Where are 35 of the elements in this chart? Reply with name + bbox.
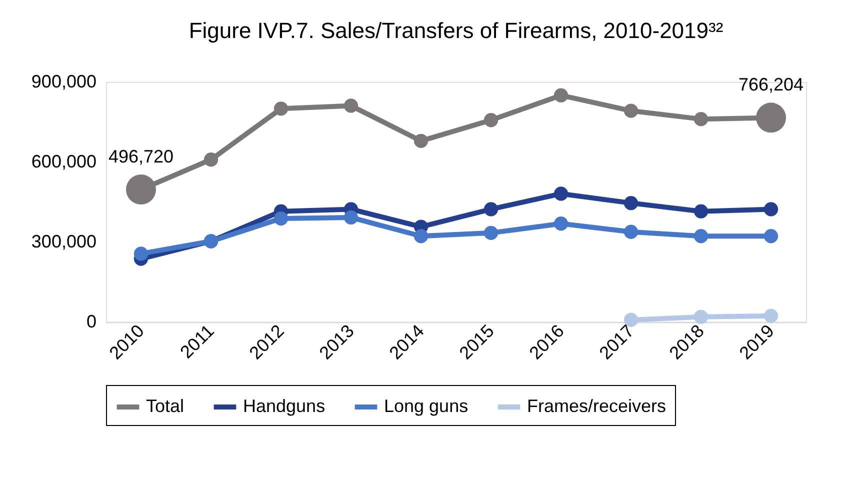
point xyxy=(274,102,288,116)
legend-label: Frames/receivers xyxy=(527,396,666,416)
legend-label: Long guns xyxy=(384,396,468,416)
y-tick-label: 900,000 xyxy=(31,72,96,92)
annotation: 766,204 xyxy=(738,74,804,95)
point xyxy=(764,229,778,244)
point xyxy=(344,210,358,225)
point xyxy=(134,246,148,261)
y-tick-label: 600,000 xyxy=(31,152,96,172)
point xyxy=(624,196,638,210)
point xyxy=(694,112,708,126)
point xyxy=(414,134,428,148)
point xyxy=(554,186,568,201)
point xyxy=(484,113,498,128)
point xyxy=(764,202,778,216)
annotation: 496,720 xyxy=(108,146,174,167)
point xyxy=(204,152,218,167)
chart-title: Figure IVP.7. Sales/Transfers of Firearms, 2010-2019³² xyxy=(188,18,724,43)
point xyxy=(624,224,638,239)
point xyxy=(414,229,428,244)
legend-label: Handguns xyxy=(243,396,326,416)
point xyxy=(554,88,568,102)
point xyxy=(694,204,708,218)
point xyxy=(484,226,498,240)
y-tick-label: 0 xyxy=(86,312,96,332)
point xyxy=(624,104,638,118)
legend-label: Total xyxy=(146,396,184,416)
point xyxy=(274,211,288,226)
point xyxy=(484,202,498,216)
point xyxy=(694,229,708,244)
point xyxy=(554,216,568,231)
point xyxy=(694,310,708,324)
y-tick-label: 300,000 xyxy=(31,232,96,252)
point xyxy=(344,98,358,113)
point xyxy=(764,308,778,323)
